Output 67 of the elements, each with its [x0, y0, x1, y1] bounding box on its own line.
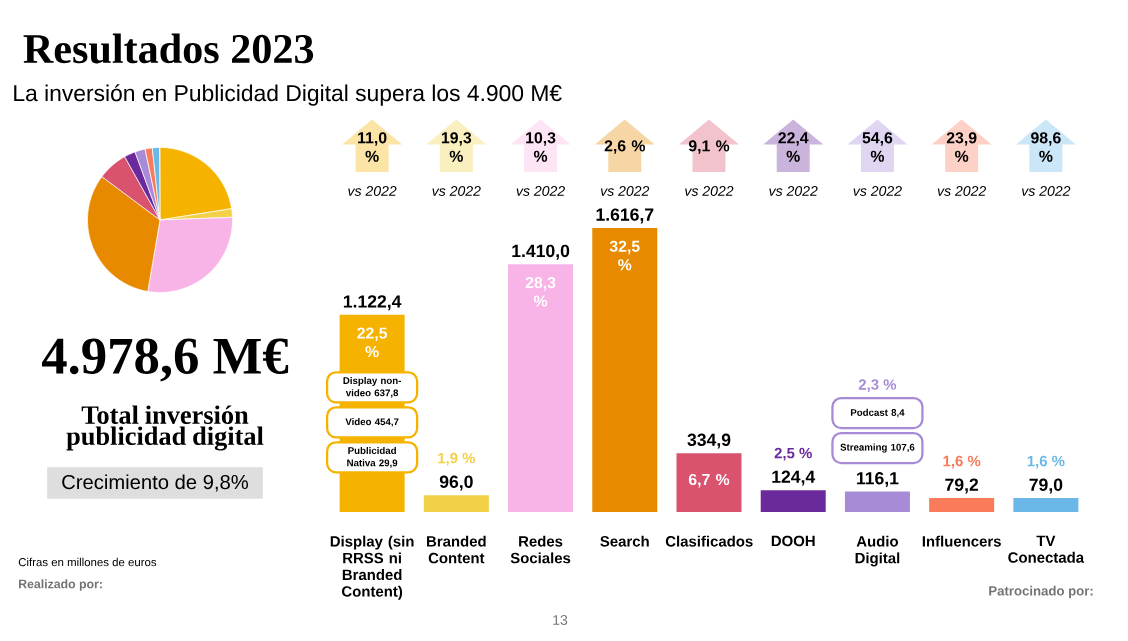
x-tick-label: TV Conectada	[1008, 535, 1085, 563]
text: 54,6 %	[862, 132, 893, 162]
annotation: Podcast 8,4	[850, 408, 905, 418]
text: Realizado por:	[19, 579, 102, 591]
annotation: 22,5 %	[357, 327, 388, 358]
text: 22,4 %	[778, 132, 809, 162]
text: vs 2022	[685, 186, 734, 196]
annotation: 6,7 %	[688, 473, 730, 488]
data-label: 124,4	[772, 470, 816, 486]
text: La inversión en Publicidad Digital supera los 4.900 M€	[14, 84, 562, 106]
text: vs 2022	[853, 186, 902, 196]
x-tick-label: Search	[600, 535, 649, 547]
text: 10,3 %	[526, 132, 556, 162]
bar	[676, 453, 742, 512]
text: 98,6 %	[1031, 132, 1061, 162]
bar	[508, 264, 574, 512]
chart-title: Resultados 2023	[23, 33, 314, 64]
annotation: 28,3 %	[525, 276, 556, 307]
annotation: 32,5 %	[609, 240, 640, 271]
bar	[592, 227, 658, 512]
text: 4.978,6 M€	[42, 338, 289, 382]
annotation: Video 454,7	[345, 418, 399, 427]
annotation: Streaming 107,6	[840, 443, 915, 453]
annotation: Display non-video 637,8	[343, 376, 401, 398]
data-label: 116,1	[857, 472, 899, 487]
x-tick-label: Display (sin RRSS ni Branded Content)	[330, 535, 414, 600]
bar	[844, 491, 910, 512]
annotation: 1,9 %	[438, 452, 476, 466]
text: vs 2022	[348, 186, 397, 196]
data-label: 1.122,4	[343, 295, 402, 311]
x-tick-label: Branded Content	[427, 535, 486, 564]
text: Crecimiento de 9,8%	[62, 474, 249, 492]
text: Total inversión publicidad digital	[66, 405, 264, 451]
text: 9,1 %	[688, 140, 730, 154]
text: vs 2022	[516, 186, 565, 196]
bar	[423, 495, 489, 512]
text: 13	[553, 615, 568, 625]
annotation: 1,6 %	[1027, 455, 1065, 469]
data-label: 79,0	[1029, 478, 1063, 494]
x-tick-label: Redes Sociales	[510, 535, 571, 564]
text: Patrocinado por:	[989, 585, 1093, 599]
annotation: 2,3 %	[858, 379, 897, 392]
text: 11,0 %	[358, 132, 387, 162]
text: 2,6 %	[604, 140, 646, 154]
x-tick-label: Clasificados	[665, 535, 753, 547]
text: vs 2022	[769, 186, 818, 196]
data-label: 1.616,7	[596, 208, 654, 224]
text: Cifras en millones de euros	[18, 557, 157, 567]
text: 19,3 %	[441, 132, 472, 162]
data-label: 96,0	[439, 475, 473, 491]
data-label: 334,9	[687, 433, 731, 449]
x-tick-label: Influencers	[922, 535, 1001, 547]
text: vs 2022	[1022, 186, 1071, 196]
bar	[929, 498, 995, 512]
x-tick-label: Audio Digital	[855, 535, 900, 567]
data-label: 1.410,0	[512, 244, 570, 260]
text: vs 2022	[432, 186, 481, 196]
text: 23,9 %	[946, 132, 977, 162]
x-tick-label: DOOH	[771, 535, 815, 547]
annotation: 2,5 %	[774, 447, 812, 461]
text: vs 2022	[937, 186, 987, 196]
text: vs 2022	[600, 186, 650, 196]
annotation: Publicidad Nativa 29,9	[347, 446, 398, 468]
data-label: 79,2	[945, 478, 979, 494]
bar	[760, 490, 826, 512]
annotation: 1,6 %	[943, 455, 981, 469]
bar	[1013, 498, 1079, 512]
